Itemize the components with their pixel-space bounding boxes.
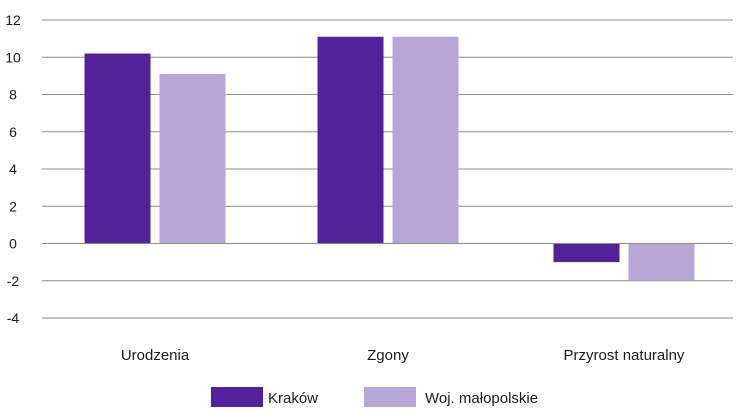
x-category-label: Urodzenia [121, 347, 190, 364]
y-tick-label: -4 [7, 310, 20, 326]
y-tick-label: 4 [9, 161, 17, 177]
bars [84, 36, 695, 281]
legend-label: Kraków [268, 390, 318, 407]
y-tick-label: -2 [7, 273, 20, 289]
y-tick-label: 0 [9, 236, 17, 252]
legend-label: Woj. małopolskie [425, 390, 538, 407]
bar-krakow-2 [317, 36, 384, 244]
y-tick-label: 6 [9, 124, 17, 140]
y-axis-tick-labels: 12 10 8 6 4 2 0 -2 -4 [5, 12, 21, 326]
bar-krakow-3 [553, 243, 620, 263]
legend-swatch [364, 387, 416, 407]
y-tick-label: 12 [5, 12, 21, 28]
bar-malopolskie-3 [628, 243, 695, 281]
x-category-label: Zgony [367, 347, 409, 364]
x-axis-category-labels: Urodzenia Zgony Przyrost naturalny [121, 347, 685, 364]
legend-swatch [211, 387, 263, 407]
y-tick-label: 2 [9, 198, 17, 214]
x-category-label: Przyrost naturalny [564, 347, 685, 364]
y-tick-label: 10 [5, 49, 21, 65]
bar-malopolskie-1 [159, 74, 226, 244]
bar-malopolskie-2 [392, 36, 459, 244]
bar-krakow-1 [84, 53, 151, 244]
legend: Kraków Woj. małopolskie [211, 387, 538, 407]
y-tick-label: 8 [9, 87, 17, 103]
